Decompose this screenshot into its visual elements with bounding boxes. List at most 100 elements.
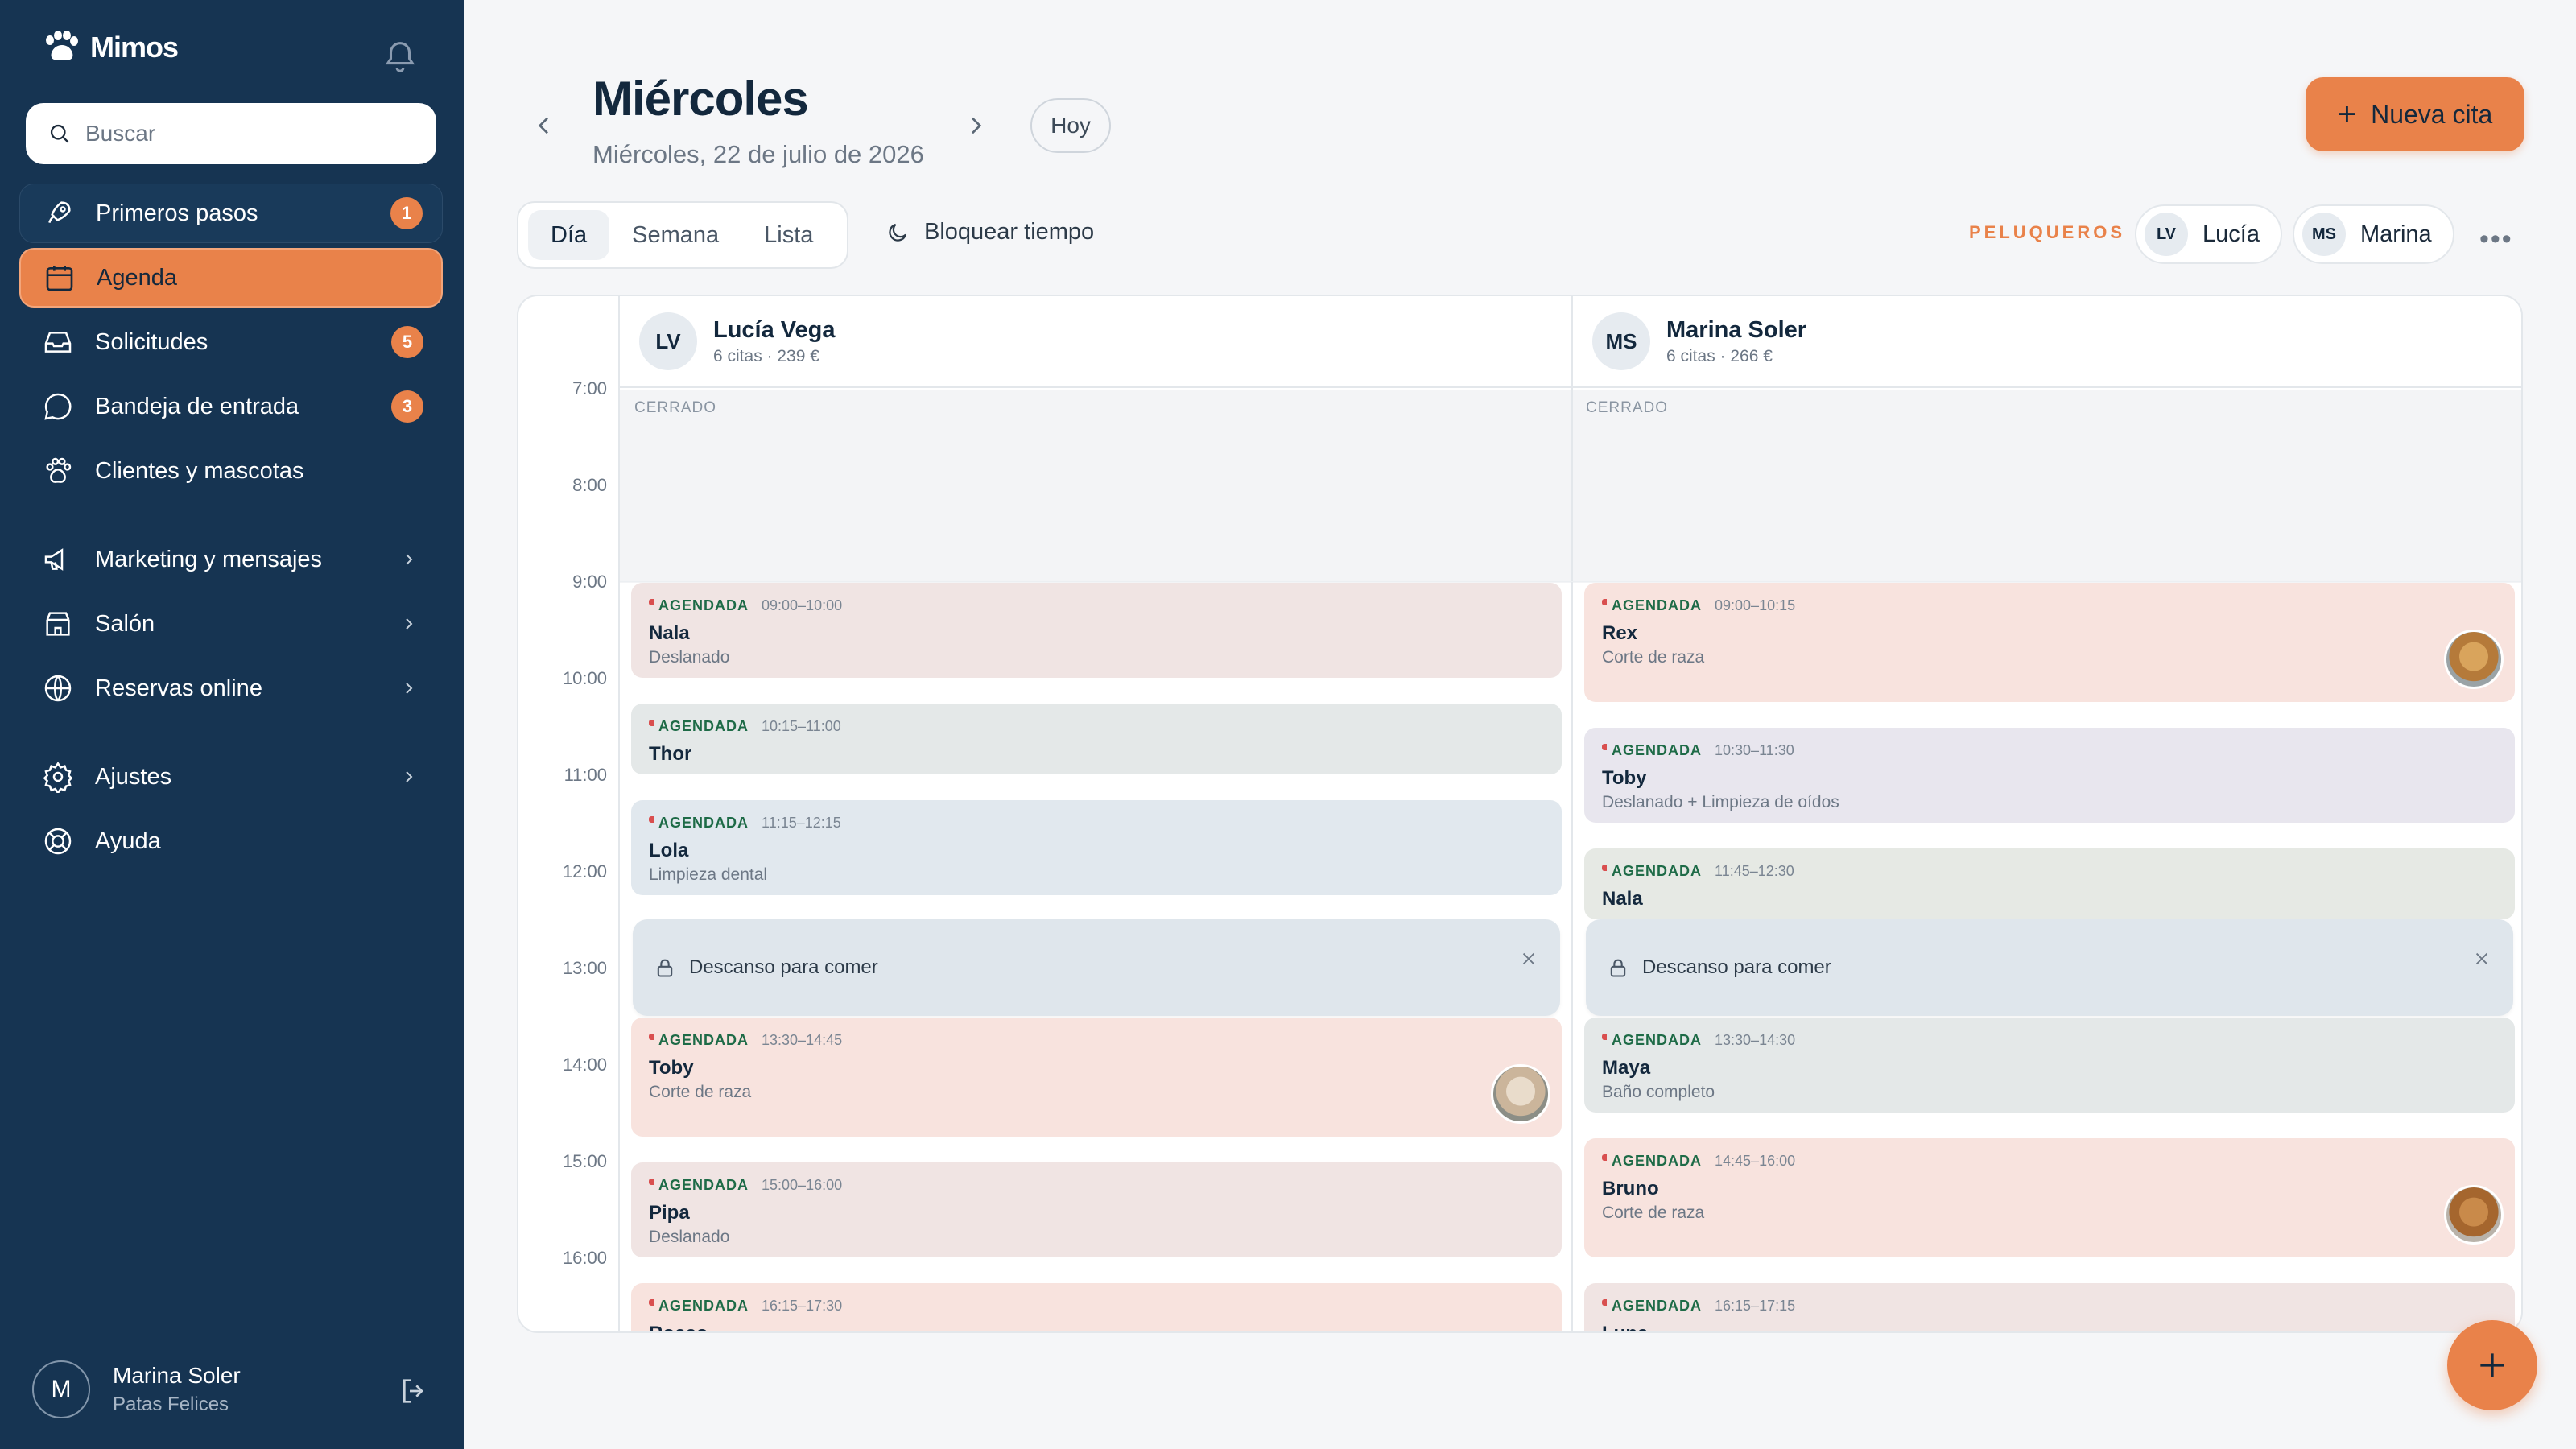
block-time-button[interactable]: Bloquear tiempo <box>886 219 1094 246</box>
appointment-card[interactable]: AGENDADA 10:30–11:30 Toby Deslanado + Lim… <box>1584 728 2515 823</box>
lunch-break-block[interactable]: Descanso para comer <box>633 919 1560 1016</box>
sidebar-item-bandeja[interactable]: Bandeja de entrada 3 <box>19 377 443 436</box>
groomer-stats: 6 citas · 266 € <box>1666 346 1773 365</box>
hour-label: 15:00 <box>562 1151 607 1171</box>
tab-lista[interactable]: Lista <box>764 221 814 248</box>
appointment-time: 13:30–14:45 <box>762 1032 843 1048</box>
sidebar-item-agenda[interactable]: Agenda <box>19 248 443 308</box>
groomers-label: PELUQUEROS <box>1969 222 2126 242</box>
chevron-right-icon <box>406 554 413 565</box>
chat-bubble-icon <box>44 393 72 420</box>
new-appointment-label: Nueva cita <box>2371 99 2493 129</box>
appointment-card[interactable]: AGENDADA 09:00–10:15 Rex Corte de raza <box>1584 583 2515 702</box>
today-button[interactable]: Hoy <box>1030 98 1111 153</box>
status-badge: AGENDADA <box>1602 597 1702 614</box>
sidebar-item-label: Salón <box>95 610 155 637</box>
chevron-right-icon <box>406 771 413 782</box>
status-badge: AGENDADA <box>649 1177 749 1194</box>
lifebuoy-icon <box>44 828 72 855</box>
plus-icon: + <box>2337 96 2357 132</box>
sidebar-item-solicitudes[interactable]: Solicitudes 5 <box>19 312 443 372</box>
search-icon <box>50 124 69 143</box>
inbox-tray-icon <box>44 332 72 353</box>
appointment-card[interactable]: AGENDADA 09:00–10:00 Nala Deslanado <box>631 583 1562 678</box>
chevron-right-icon[interactable] <box>963 109 989 142</box>
appointment-card[interactable]: AGENDADA 13:30–14:45 Toby Corte de raza <box>631 1018 1562 1137</box>
groomer-initials: LV <box>2145 213 2188 256</box>
sidebar-item-reservas[interactable]: Reservas online <box>19 658 443 718</box>
search-box[interactable] <box>26 103 436 164</box>
hour-label: 8:00 <box>572 475 607 495</box>
new-appointment-button[interactable]: + Nueva cita <box>2306 77 2524 151</box>
appointment-card[interactable]: AGENDADA 16:15–17:15 Luna <box>1584 1283 2515 1331</box>
add-fab-button[interactable] <box>2447 1320 2537 1410</box>
bell-icon[interactable] <box>382 37 419 74</box>
status-badge: AGENDADA <box>649 1032 749 1049</box>
megaphone-icon <box>44 548 64 571</box>
brand[interactable]: Mimos <box>42 31 179 64</box>
more-options-icon[interactable]: ••• <box>2479 224 2513 254</box>
closed-label: CERRADO <box>634 399 717 416</box>
chevron-right-icon <box>406 618 413 630</box>
service-name: Corte de raza <box>1602 648 1705 667</box>
paw-logo-icon <box>46 31 78 60</box>
hour-label: 10:00 <box>562 668 607 688</box>
sidebar-item-salon[interactable]: Salón <box>19 594 443 654</box>
appointment-time: 15:00–16:00 <box>762 1177 843 1193</box>
appointment-card[interactable]: AGENDADA 14:45–16:00 Bruno Corte de raza <box>1584 1138 2515 1257</box>
appointment-time: 13:30–14:30 <box>1715 1032 1796 1048</box>
appointment-card[interactable]: AGENDADA 10:15–11:00 Thor <box>631 704 1562 774</box>
pet-name: Luna <box>1602 1323 2497 1331</box>
sidebar: Mimos Primeros pasos 1 Agenda Solicitude… <box>0 0 464 1449</box>
logout-icon[interactable] <box>398 1375 430 1407</box>
status-badge: AGENDADA <box>1602 1153 1702 1170</box>
sidebar-item-label: Clientes y mascotas <box>95 457 304 484</box>
pet-name: Rocco <box>649 1323 1544 1331</box>
service-name: Deslanado <box>649 1228 730 1246</box>
time-gutter <box>518 296 620 1331</box>
avatar: MS <box>1592 312 1650 370</box>
pet-name: Bruno <box>1602 1178 1659 1199</box>
hour-label: 12:00 <box>562 861 607 881</box>
closed-block <box>620 390 1571 583</box>
appointment-card[interactable]: AGENDADA 15:00–16:00 Pipa Deslanado <box>631 1162 1562 1257</box>
appointment-time: 10:30–11:30 <box>1715 742 1794 758</box>
appointment-card[interactable]: AGENDADA 11:45–12:30 Nala <box>1584 848 2515 919</box>
status-badge: AGENDADA <box>649 718 749 735</box>
user-profile[interactable]: M Marina Soler Patas Felices <box>32 1360 241 1418</box>
break-label: Descanso para comer <box>689 956 878 978</box>
page-title: Miércoles <box>592 72 809 126</box>
status-badge: AGENDADA <box>1602 863 1702 880</box>
pet-name: Toby <box>649 1057 694 1079</box>
appointment-card[interactable]: AGENDADA 11:15–12:15 Lola Limpieza dental <box>631 800 1562 895</box>
tab-dia[interactable]: Día <box>528 210 610 260</box>
search-input[interactable] <box>85 121 391 147</box>
chevron-right-icon <box>406 683 413 694</box>
close-icon[interactable] <box>2473 950 2491 968</box>
lock-icon <box>657 959 673 977</box>
chevron-left-icon[interactable] <box>531 109 557 142</box>
sidebar-item-marketing[interactable]: Marketing y mensajes <box>19 530 443 589</box>
groomer-name: Lucía <box>2202 221 2260 247</box>
lunch-break-block[interactable]: Descanso para comer <box>1586 919 2513 1016</box>
sidebar-item-ayuda[interactable]: Ayuda <box>19 811 443 871</box>
status-badge: AGENDADA <box>1602 1298 1702 1315</box>
sidebar-item-primeros-pasos[interactable]: Primeros pasos 1 <box>19 184 443 243</box>
pet-photo <box>2444 1185 2504 1245</box>
closed-label: CERRADO <box>1586 399 1669 416</box>
column-header-lucia: LV Lucía Vega 6 citas · 239 € <box>620 296 1571 388</box>
appointment-time: 10:15–11:00 <box>762 718 841 734</box>
groomer-name: Marina Soler <box>1666 316 1807 343</box>
appointment-card[interactable]: AGENDADA 13:30–14:30 Maya Baño completo <box>1584 1018 2515 1113</box>
tab-semana[interactable]: Semana <box>632 221 720 248</box>
groomer-chip-marina[interactable]: MS Marina <box>2293 204 2454 264</box>
column-header-marina: MS Marina Soler 6 citas · 266 € <box>1573 296 2521 388</box>
sidebar-item-clientes[interactable]: Clientes y mascotas <box>19 441 443 501</box>
groomer-name: Lucía Vega <box>713 316 836 343</box>
groomer-chip-lucia[interactable]: LV Lucía <box>2135 204 2282 264</box>
sidebar-item-ajustes[interactable]: Ajustes <box>19 747 443 807</box>
close-icon[interactable] <box>1520 950 1538 968</box>
pet-name: Thor <box>649 743 692 765</box>
appointment-card[interactable]: AGENDADA 16:15–17:30 Rocco <box>631 1283 1562 1331</box>
storefront-icon <box>46 612 70 636</box>
